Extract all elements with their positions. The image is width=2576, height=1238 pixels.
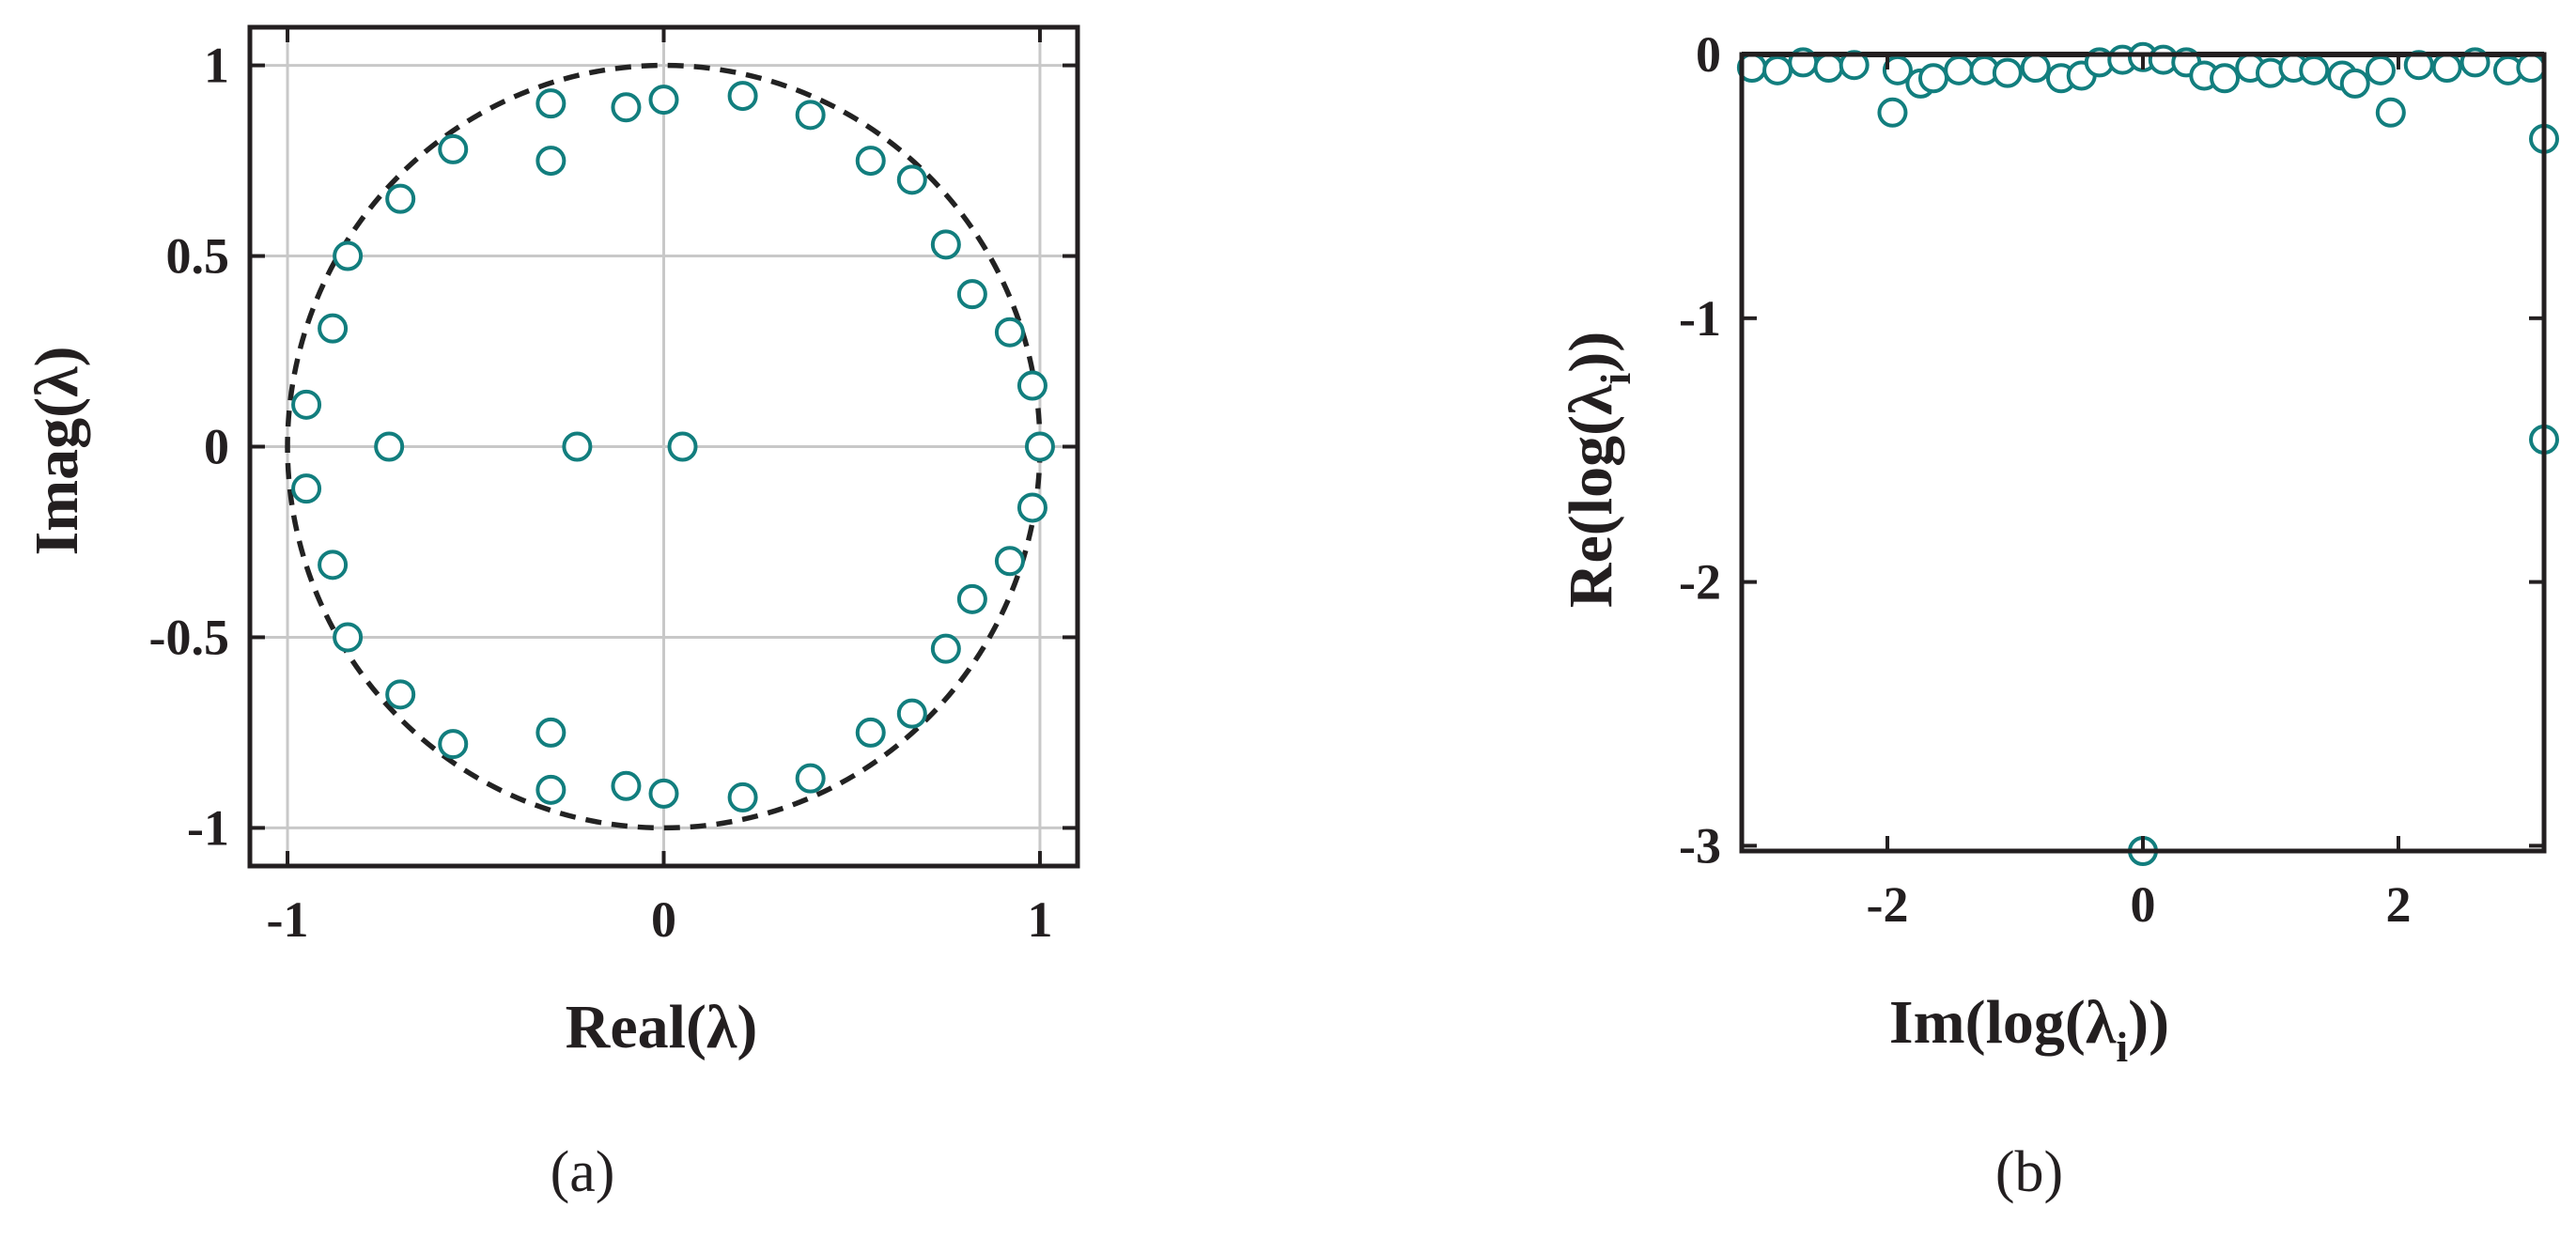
data-point-marker: [2431, 53, 2462, 84]
panel-a-x-axis-label: Real(λ): [566, 993, 758, 1061]
data-point-marker: [648, 85, 679, 116]
y-tick-label: -3: [1679, 817, 1721, 874]
panel-a-y-tick-labels: -1 -0.5 0 0.5 1: [149, 38, 229, 857]
data-point-marker: [795, 763, 826, 794]
data-point-marker: [2020, 53, 2051, 84]
data-point-marker: [385, 183, 416, 214]
y-tick-label: -2: [1679, 554, 1721, 611]
data-point-marker: [611, 770, 642, 801]
data-point-marker: [1877, 97, 1908, 128]
data-point-marker: [795, 100, 826, 131]
panel-b-y-tick-labels: 0 -1 -2 -3: [1679, 26, 1721, 874]
data-point-marker: [2210, 63, 2241, 94]
panel-a-x-tick-labels: -1 0 1: [267, 891, 1053, 948]
data-point-marker: [1024, 431, 1055, 462]
data-point-marker: [562, 431, 593, 462]
data-point-marker: [2375, 97, 2406, 128]
data-point-marker: [727, 81, 758, 112]
caption-a: (a): [551, 1140, 615, 1204]
x-tick-label: -2: [1867, 876, 1909, 933]
data-point-marker: [855, 717, 886, 748]
y-tick-label: 0.5: [166, 228, 230, 285]
data-point-marker: [1016, 370, 1047, 401]
x-tick-label: -1: [267, 891, 309, 948]
data-point-marker: [1762, 54, 1793, 85]
data-point-marker: [535, 774, 566, 805]
data-point-marker: [535, 88, 566, 119]
y-tick-label: 0: [204, 419, 229, 475]
data-point-marker: [611, 92, 642, 123]
data-point-marker: [896, 164, 927, 195]
y-tick-label: 0: [1696, 26, 1721, 83]
data-point-marker: [994, 546, 1025, 577]
data-point-marker: [1839, 50, 1870, 81]
panel-b-markers: [1736, 41, 2559, 866]
data-point-marker: [2403, 50, 2434, 81]
data-point-marker: [438, 729, 469, 760]
panel-a-tick-marks: [250, 27, 1078, 866]
data-point-marker: [930, 229, 961, 260]
data-point-marker: [727, 781, 758, 812]
panel-b-y-axis-label: Re(log(λi)): [1557, 332, 1639, 608]
data-point-marker: [648, 778, 679, 809]
data-point-marker: [333, 622, 364, 653]
data-point-marker: [956, 279, 987, 310]
panel-b-tick-marks: [1742, 53, 2544, 851]
data-point-marker: [535, 717, 566, 748]
data-point-marker: [291, 389, 322, 420]
data-point-marker: [374, 431, 405, 462]
data-point-marker: [333, 240, 364, 271]
data-point-marker: [438, 133, 469, 164]
panel-a-y-axis-label: Imag(λ): [23, 346, 91, 555]
y-tick-label: 1: [204, 38, 229, 94]
data-point-marker: [1917, 63, 1948, 94]
panel-a-eigenvalue-plane: -1 0 1 -1 -0.5 0 0.5 1 Real(λ) Imag(λ) (a): [23, 24, 1080, 1204]
x-tick-label: 1: [1027, 891, 1052, 948]
data-point-marker: [1016, 492, 1047, 523]
data-point-marker: [994, 317, 1025, 348]
x-tick-label: 2: [2385, 876, 2411, 933]
caption-b: (b): [1995, 1140, 2063, 1204]
panel-b-x-tick-labels: -2 0 2: [1867, 876, 2412, 933]
x-tick-label: 0: [2131, 876, 2156, 933]
data-point-marker: [667, 431, 698, 462]
data-point-marker: [1944, 54, 1975, 85]
y-tick-label: -1: [187, 799, 229, 856]
data-point-marker: [930, 633, 961, 664]
panel-b-x-axis-label: Im(log(λi)): [1889, 988, 2169, 1071]
data-point-marker: [318, 549, 349, 580]
data-point-marker: [1882, 54, 1913, 85]
data-point-marker: [855, 146, 886, 177]
data-point-marker: [535, 146, 566, 177]
data-point-marker: [956, 583, 987, 614]
y-tick-label: -1: [1679, 290, 1721, 347]
data-point-marker: [896, 698, 927, 729]
data-point-marker: [2339, 68, 2370, 99]
data-point-marker: [2516, 53, 2547, 84]
panel-b-axes-frame: [1739, 52, 2547, 854]
data-point-marker: [291, 473, 322, 504]
y-tick-label: -0.5: [149, 609, 229, 665]
data-point-marker: [385, 679, 416, 710]
data-point-marker: [318, 313, 349, 344]
panel-a-markers: [291, 81, 1055, 812]
x-tick-label: 0: [651, 891, 676, 948]
panel-b-log-eigenvalues: -2 0 2 0 -1 -2 -3 Im(log(λi)) Re(log(λi)) (b): [1557, 26, 2559, 1204]
data-point-marker: [1813, 53, 1844, 84]
panel-a-grid: [250, 27, 1078, 866]
data-point-marker: [1992, 57, 2023, 88]
data-point-marker: [2299, 54, 2330, 85]
data-point-marker: [2365, 54, 2396, 85]
